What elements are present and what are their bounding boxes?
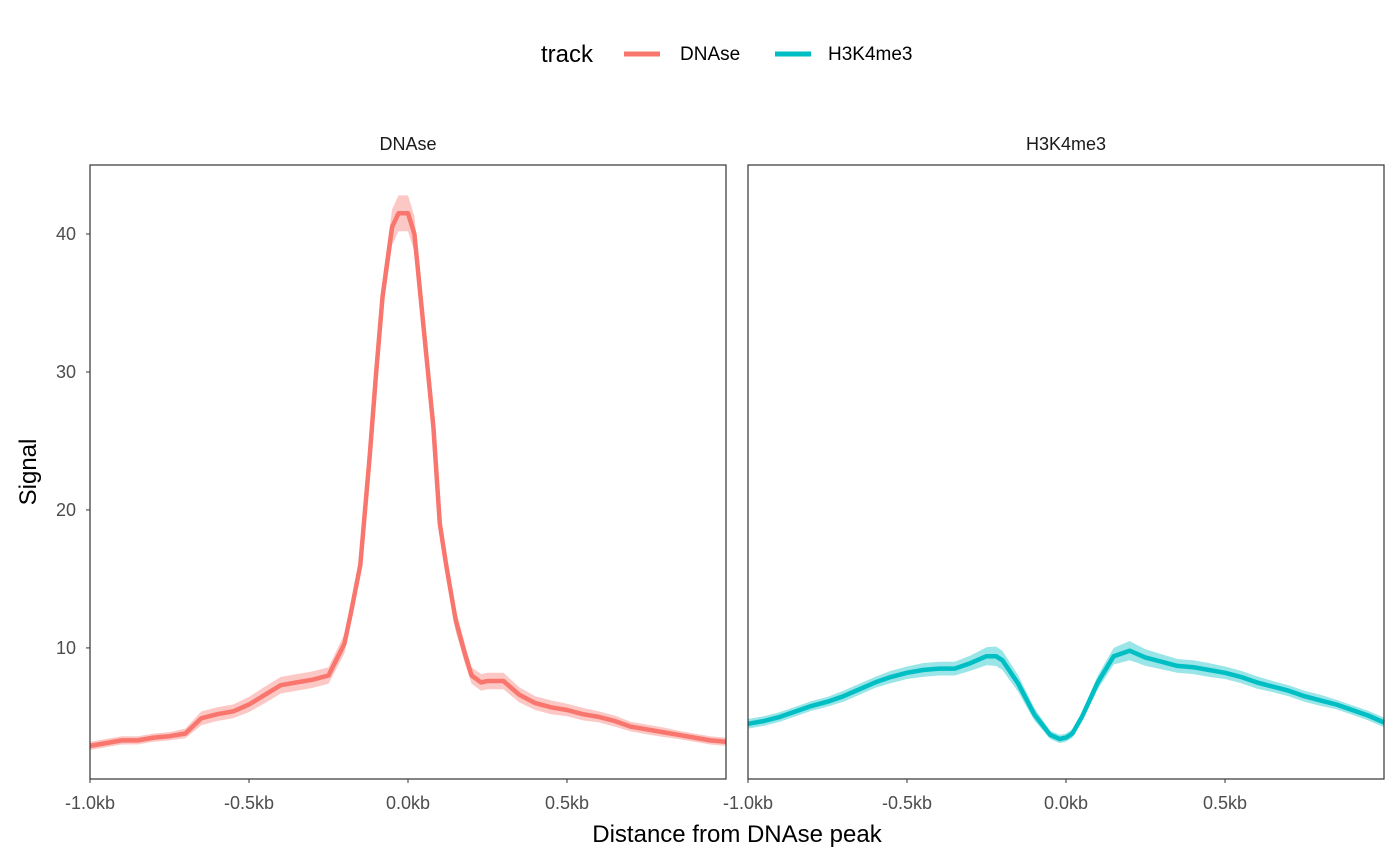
- y-tick-label: 30: [56, 362, 76, 382]
- y-tick-label: 20: [56, 500, 76, 520]
- x-tick-label: -1.0kb: [723, 793, 773, 813]
- y-tick-label: 40: [56, 224, 76, 244]
- legend: track DNAse H3K4me3: [541, 41, 913, 68]
- x-tick-label: -1.0kb: [65, 793, 115, 813]
- panel-dnase: DNAse: [89, 134, 727, 780]
- y-axis: 10 20 30 40: [56, 224, 90, 658]
- x-tick-label: 0.0kb: [386, 793, 430, 813]
- series-line-dnase: [89, 211, 727, 749]
- legend-label-dnase: DNAse: [680, 44, 740, 65]
- x-tick-label: 0.5kb: [545, 793, 589, 813]
- legend-label-h3k4me3: H3K4me3: [828, 44, 913, 65]
- panel-border-dnase: [89, 164, 727, 780]
- x-axis-title: Distance from DNAse peak: [592, 821, 882, 848]
- confidence-band-h3k4me3: [748, 641, 1384, 744]
- legend-title: track: [541, 41, 594, 68]
- x-tick-label: 0.5kb: [1203, 793, 1247, 813]
- confidence-band-dnase: [90, 195, 726, 750]
- y-tick-label: 10: [56, 638, 76, 658]
- strip-label-h3k4me3: H3K4me3: [1026, 134, 1106, 154]
- x-tick-label: -0.5kb: [224, 793, 274, 813]
- x-tick-label: 0.0kb: [1044, 793, 1088, 813]
- x-axis: -1.0kb -0.5kb 0.0kb 0.5kb -1.0kb -0.5kb 0.0kb 0…: [65, 779, 1247, 813]
- panel-h3k4me3: H3K4me3: [747, 134, 1385, 780]
- x-tick-label: -0.5kb: [882, 793, 932, 813]
- series-line-h3k4me3: [747, 648, 1385, 742]
- y-axis-title: Signal: [15, 439, 42, 506]
- strip-label-dnase: DNAse: [379, 134, 436, 154]
